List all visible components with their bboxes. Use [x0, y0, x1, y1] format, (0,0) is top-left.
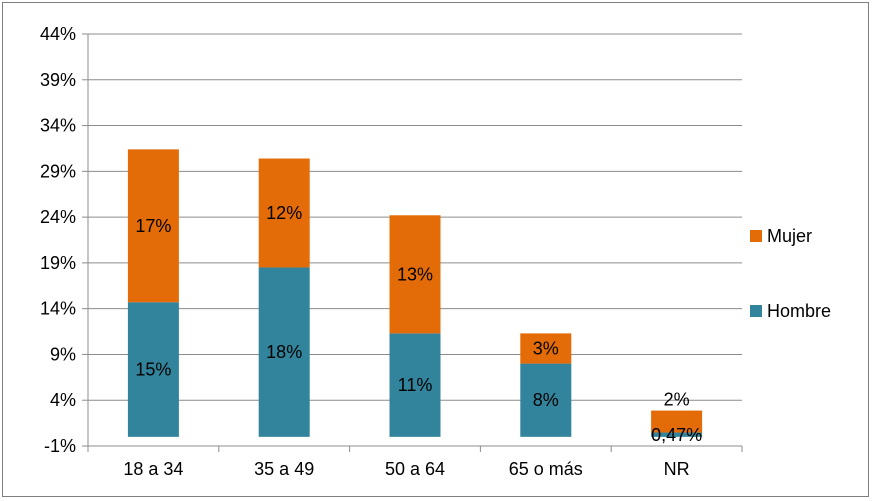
y-tick-label: 9% [50, 344, 76, 364]
bar-hombre-4 [520, 363, 572, 437]
x-tick-label: 50 a 64 [385, 459, 445, 479]
data-label: 17% [135, 216, 171, 236]
x-tick-label: 35 a 49 [254, 459, 314, 479]
bar-hombre-5 [651, 432, 703, 437]
bar-mujer-4 [520, 333, 572, 364]
data-label: 18% [266, 342, 302, 362]
grid-lines [88, 33, 742, 401]
y-tick-label: 14% [40, 299, 76, 319]
legend: Mujer Hombre [750, 226, 831, 321]
x-tick-label: 65 o más [509, 459, 583, 479]
bar-hombre-1 [127, 302, 179, 437]
bar-hombre-2 [258, 267, 310, 437]
legend-swatch-hombre [750, 305, 762, 317]
data-label: 15% [135, 360, 171, 380]
bar-mujer-3 [389, 215, 441, 334]
y-tick-label: 24% [40, 207, 76, 227]
legend-label-hombre: Hombre [767, 301, 831, 321]
y-tick-label: 44% [40, 24, 76, 44]
y-tick-label: 4% [50, 390, 76, 410]
data-label: 3% [533, 338, 559, 358]
bar-mujer-5 [651, 410, 703, 433]
data-label: 12% [266, 203, 302, 223]
data-label: 2% [664, 390, 690, 410]
bar-hombre-3 [389, 333, 441, 437]
data-labels: 15% 17% 18% 12% 11% 13% 8% 3% 0,47% 2% [135, 203, 702, 445]
data-label: 8% [533, 390, 559, 410]
y-tick-label: 19% [40, 253, 76, 273]
x-tick-label: 18 a 34 [123, 459, 183, 479]
data-label: 11% [398, 375, 433, 395]
data-label: 13% [397, 264, 433, 284]
axes: -1% 4% 9% 14% 19% 24% 29% 34% 39% 44% 18 a 34 35 a … [40, 24, 743, 479]
y-tick-label: 29% [40, 161, 76, 181]
y-tick-label: -1% [44, 436, 76, 456]
bar-mujer-1 [127, 149, 179, 303]
bars [127, 149, 703, 437]
bar-mujer-2 [258, 158, 310, 268]
y-tick-label: 39% [40, 70, 76, 90]
legend-swatch-mujer [750, 230, 762, 242]
x-tick-label: NR [664, 459, 690, 479]
y-tick-label: 34% [40, 116, 76, 136]
legend-label-mujer: Mujer [767, 226, 812, 246]
data-label: 0,47% [651, 425, 702, 445]
